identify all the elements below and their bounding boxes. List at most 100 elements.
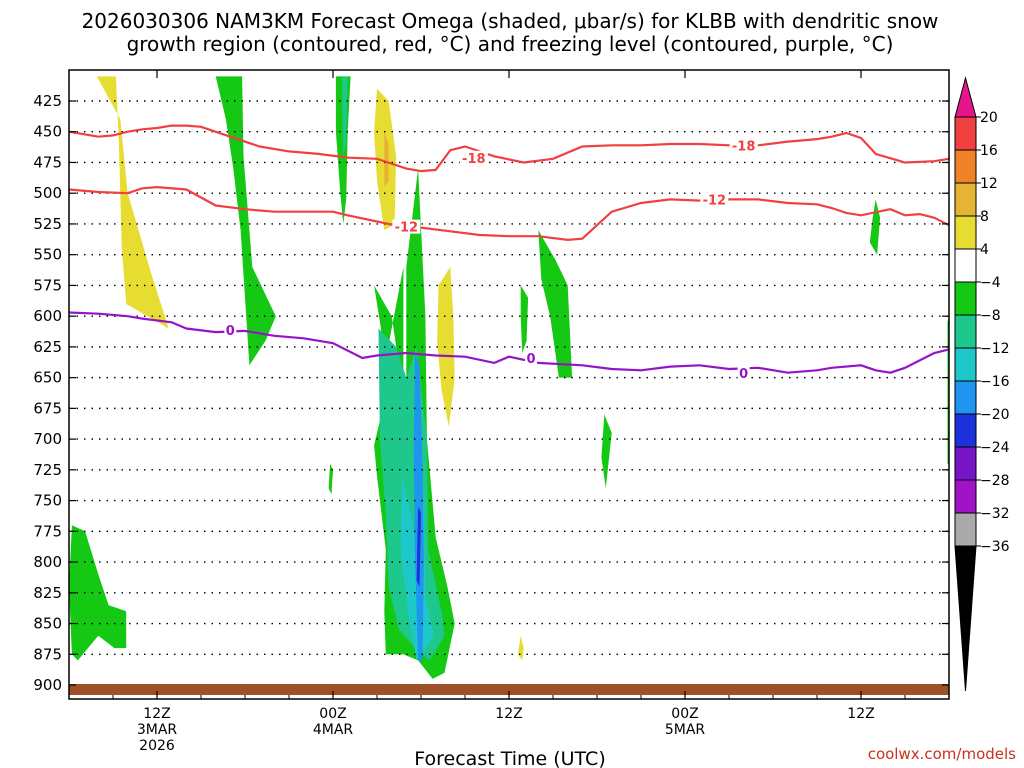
x-tick-label-3-1: 5MAR — [665, 722, 706, 738]
omega-region-19 — [517, 635, 524, 661]
omega-region-14 — [538, 230, 573, 378]
y-tick-label-800: 800 — [33, 553, 62, 571]
colorbar-label-0: 20 — [980, 110, 998, 126]
x-tick-label-0-0: 12Z — [143, 706, 170, 722]
omega-region-10 — [413, 353, 424, 661]
colorbar-label-4: 4 — [980, 242, 989, 258]
chart-title-line-1: 2026030306 NAM3KM Forecast Omega (shaded… — [82, 9, 939, 33]
x-tick-label-1-1: 4MAR — [313, 722, 354, 738]
temperature-contours: -18 -18 -12 -12 0 0 0 — [69, 124, 949, 382]
y-tick-label-775: 775 — [33, 522, 62, 540]
colorbar-segment-6 — [954, 314, 977, 349]
y-tick-label-625: 625 — [33, 338, 62, 356]
colorbar-label-11: −28 — [980, 473, 1010, 489]
y-tick-label-500: 500 — [33, 184, 62, 202]
omega-region-5 — [384, 131, 389, 188]
contour-line-1 — [69, 185, 949, 242]
colorbar-label-6: −8 — [980, 308, 1001, 324]
colorbar-label-10: −24 — [980, 440, 1010, 456]
y-tick-label-650: 650 — [33, 369, 62, 387]
y-tick-label-825: 825 — [33, 584, 62, 602]
omega-region-17 — [328, 463, 333, 495]
colorbar-label-3: 8 — [980, 209, 989, 225]
colorbar-label-8: −16 — [980, 374, 1010, 390]
y-tick-label-850: 850 — [33, 615, 62, 633]
y-tick-label-550: 550 — [33, 246, 62, 264]
y-tick-label-750: 750 — [33, 492, 62, 510]
colorbar-label-2: 12 — [980, 176, 998, 192]
omega-region-1 — [215, 76, 276, 366]
colorbar-label-9: −20 — [980, 407, 1010, 423]
colorbar-segment-8 — [954, 380, 977, 415]
omega-region-12 — [437, 267, 455, 427]
x-tick-label-0-1: 3MAR — [137, 722, 178, 738]
y-tick-label-575: 575 — [33, 276, 62, 294]
omega-region-15 — [601, 414, 612, 489]
plot-frame — [68, 69, 950, 700]
y-tick-label-725: 725 — [33, 461, 62, 479]
y-tick-label-450: 450 — [33, 123, 62, 141]
y-tick-label-675: 675 — [33, 399, 62, 417]
y-tick-label-700: 700 — [33, 430, 62, 448]
x-tick-label-1-0: 00Z — [319, 706, 346, 722]
colorbar-segment-3 — [954, 215, 977, 250]
omega-region-11 — [416, 506, 421, 587]
y-tick-label-425: 425 — [33, 92, 62, 110]
contour-label-2-2: 0 — [739, 367, 748, 382]
contour-label-1-0: -12 — [395, 221, 419, 236]
colorbar-label-13: −36 — [980, 539, 1010, 555]
colorbar-segment-7 — [954, 347, 977, 382]
y-tick-label-475: 475 — [33, 153, 62, 171]
colorbar-top-arrow — [954, 76, 977, 118]
terrain-ground-strip — [69, 684, 949, 695]
contour-label-0-1: -18 — [732, 139, 756, 154]
contour-label-bg-2-0 — [224, 322, 237, 337]
colorbar-bottom-arrow — [954, 545, 977, 692]
x-tick-label-4-0: 12Z — [847, 706, 874, 722]
contour-line-2 — [69, 311, 949, 374]
y-tick-label-600: 600 — [33, 307, 62, 325]
contour-label-bg-2-2 — [737, 365, 750, 380]
colorbar-segment-12 — [954, 512, 977, 547]
x-axis-label: Forecast Time (UTC) — [414, 748, 605, 768]
contour-line-0 — [69, 124, 949, 173]
pressure-gridlines — [69, 100, 949, 686]
contour-label-bg-0-0 — [459, 150, 488, 165]
omega-region-16 — [69, 525, 127, 661]
y-axis-ticks: 425 450 475 500 525 550 575 600 625 650 675 700 725 7… — [33, 92, 949, 694]
x-tick-label-0-2: 2026 — [139, 738, 175, 754]
contour-label-0-0: -18 — [462, 152, 486, 167]
colorbar-segment-1 — [954, 149, 977, 184]
colorbar-segment-9 — [954, 413, 977, 448]
colorbar-segment-0 — [954, 116, 977, 151]
chart-title-line-2: growth region (contoured, red, °C) and f… — [127, 32, 894, 56]
colorbar-label-1: 16 — [980, 143, 998, 159]
contour-label-bg-1-0 — [392, 219, 421, 234]
colorbar-label-7: −12 — [980, 341, 1010, 357]
plot-area: -18 -18 -12 -12 0 0 0 — [69, 76, 949, 695]
omega-colorbar: 20 16 12 8 4 −4 −8 −12 −16 −20 −24 −28 −32 −36 — [954, 76, 1010, 692]
colorbar-segment-11 — [954, 479, 977, 514]
site-credit: coolwx.com/models — [868, 745, 1016, 763]
colorbar-segment-10 — [954, 446, 977, 481]
x-tick-label-3-0: 00Z — [671, 706, 698, 722]
omega-region-8 — [378, 328, 445, 661]
contour-label-bg-1-1 — [700, 192, 729, 207]
contour-label-1-1: -12 — [703, 194, 727, 209]
omega-region-0 — [96, 76, 169, 329]
contour-label-2-1: 0 — [526, 352, 535, 367]
colorbar-segment-2 — [954, 182, 977, 217]
omega-shaded-regions — [69, 76, 949, 679]
y-tick-label-900: 900 — [33, 676, 62, 694]
contour-label-bg-0-1 — [729, 138, 758, 153]
y-tick-label-525: 525 — [33, 215, 62, 233]
colorbar-label-12: −32 — [980, 506, 1010, 522]
colorbar-segment-4 — [954, 248, 977, 283]
omega-region-13 — [520, 285, 529, 353]
contour-label-bg-2-1 — [525, 351, 537, 366]
contour-label-2-0: 0 — [226, 324, 235, 339]
omega-region-7 — [374, 267, 404, 397]
y-tick-label-875: 875 — [33, 645, 62, 663]
